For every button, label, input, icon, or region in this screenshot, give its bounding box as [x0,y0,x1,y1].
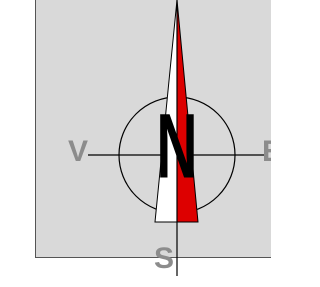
page: N V E S (() => { const data = JSON.parse… [0,0,320,287]
compass-icon: N V E S [0,0,271,287]
west-label: V [68,135,88,168]
east-label: E [262,135,271,168]
north-label: N [156,96,197,198]
south-label: S [154,242,174,275]
panel [36,0,272,258]
